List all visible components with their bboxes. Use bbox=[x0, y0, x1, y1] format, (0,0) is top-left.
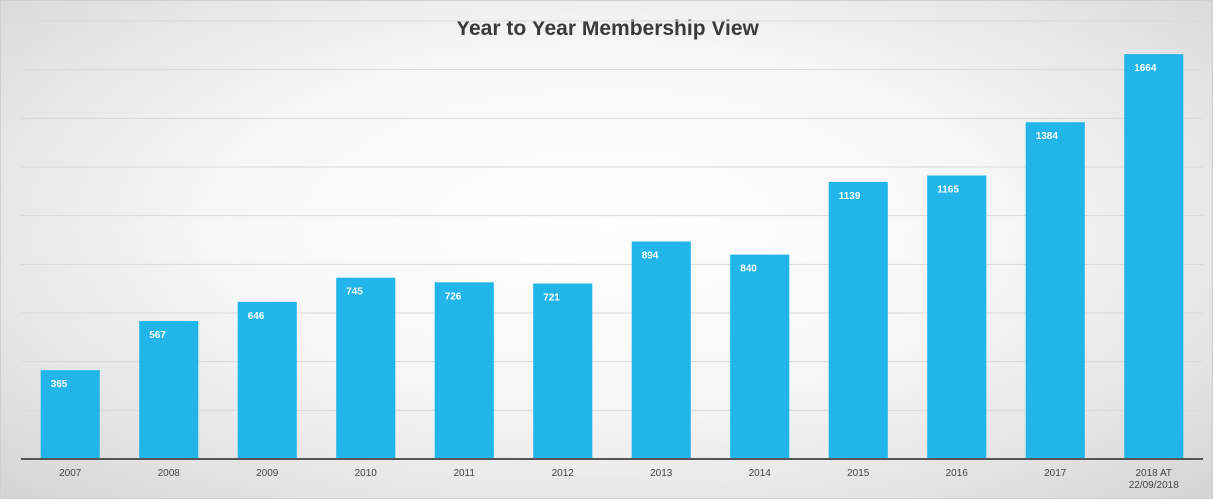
data-label-7: 894 bbox=[642, 250, 659, 261]
x-tick-label-12: 2018 AT 22/09/2018 bbox=[1129, 468, 1179, 491]
bars: 365 567 646 745 726 721 894 840 1139 1165 1384 1664 bbox=[40, 54, 1184, 460]
x-axis: 2007 2008 2009 2010 2011 2012 2013 2014 2015 2016… bbox=[21, 458, 1203, 491]
bar-3 bbox=[237, 301, 297, 459]
x-tick-label-1: 2007 bbox=[59, 468, 82, 479]
bar-5 bbox=[434, 282, 494, 459]
data-label-8: 840 bbox=[740, 264, 757, 275]
x-tick-label-3: 2009 bbox=[256, 468, 279, 479]
x-tick-label-4: 2010 bbox=[355, 468, 378, 479]
chart-title: Year to Year Membership View bbox=[456, 17, 759, 40]
bar-8 bbox=[730, 254, 790, 459]
x-tick-label-7: 2013 bbox=[650, 468, 673, 479]
x-tick-label-2: 2008 bbox=[158, 468, 181, 479]
bar-6 bbox=[533, 283, 593, 459]
data-label-1: 365 bbox=[51, 379, 68, 390]
data-label-12: 1664 bbox=[1134, 63, 1157, 74]
data-label-2: 567 bbox=[149, 330, 166, 341]
bar-7 bbox=[631, 241, 691, 459]
bar-9 bbox=[828, 181, 888, 460]
bar-4 bbox=[336, 277, 396, 459]
bar-1 bbox=[40, 370, 100, 459]
data-label-3: 646 bbox=[248, 311, 265, 322]
data-label-5: 726 bbox=[445, 291, 462, 302]
x-tick-label-9: 2015 bbox=[847, 468, 870, 479]
x-tick-label-8: 2014 bbox=[749, 468, 772, 479]
data-label-10: 1165 bbox=[937, 185, 959, 196]
bar-12 bbox=[1124, 54, 1184, 460]
bar-11 bbox=[1025, 122, 1085, 459]
bar-10 bbox=[927, 175, 987, 459]
data-label-4: 745 bbox=[346, 287, 363, 298]
x-tick-label-11: 2017 bbox=[1044, 468, 1067, 479]
x-tick-label-6: 2012 bbox=[552, 468, 575, 479]
data-label-11: 1384 bbox=[1036, 131, 1059, 142]
data-label-9: 1139 bbox=[839, 191, 861, 202]
bar-2 bbox=[139, 321, 199, 459]
gridlines bbox=[21, 20, 1203, 411]
x-tick-label-5: 2011 bbox=[453, 468, 475, 479]
x-tick-label-10: 2016 bbox=[946, 468, 969, 479]
data-label-6: 721 bbox=[543, 293, 560, 304]
